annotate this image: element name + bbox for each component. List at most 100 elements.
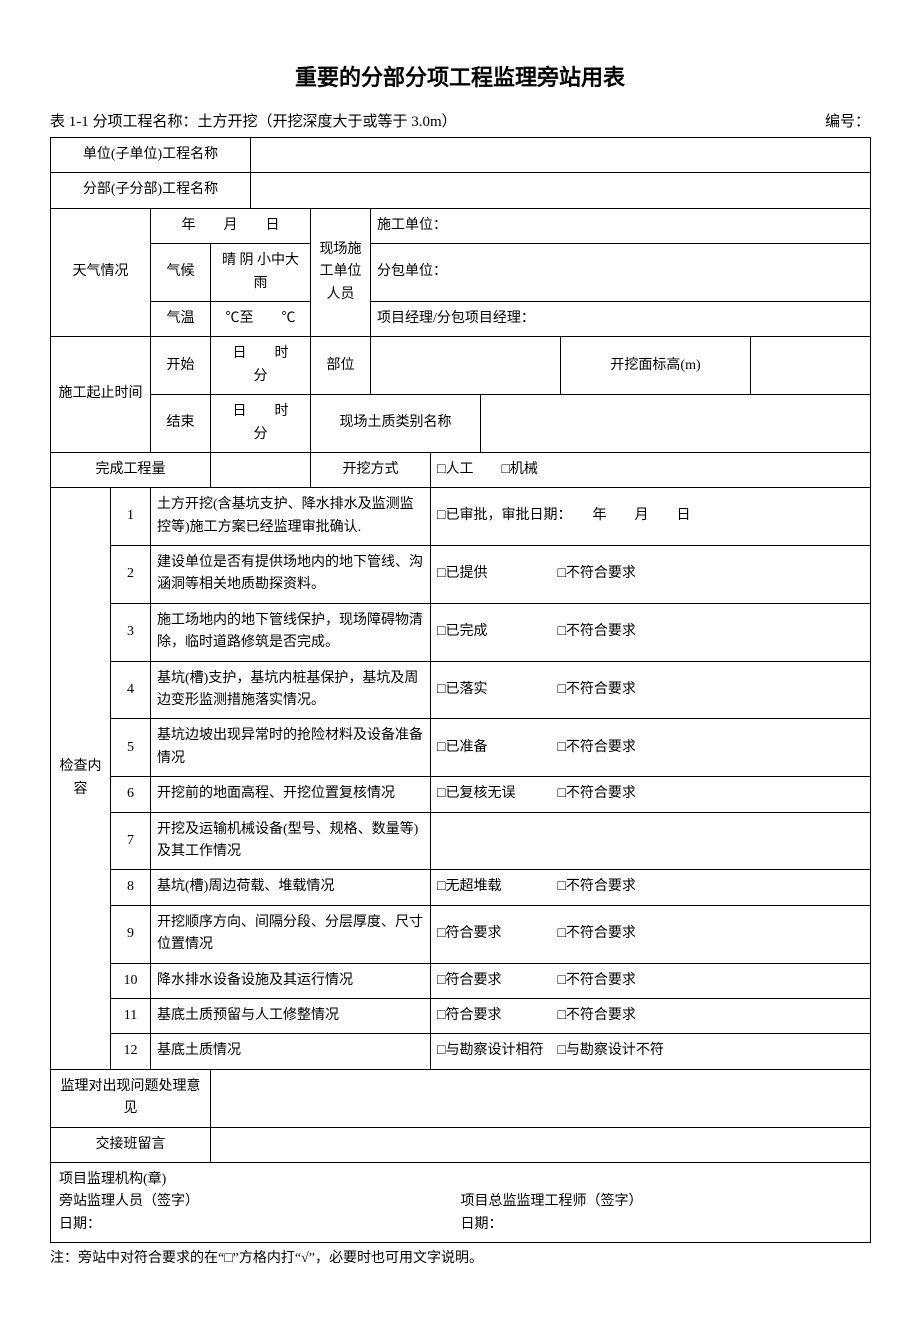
field-begin[interactable]: 日 时 分 — [211, 337, 311, 395]
item-num: 12 — [111, 1034, 151, 1069]
label-weather: 天气情况 — [51, 208, 151, 337]
table-row: 分部(子分部)工程名称 — [51, 173, 871, 208]
item-desc: 土方开挖(含基坑支护、降水排水及监测监控等)施工方案已经监理审批确认. — [151, 488, 431, 546]
table-row: 5 基坑边坡出现异常时的抢险材料及设备准备情况 □已准备 □不符合要求 — [51, 719, 871, 777]
item-result[interactable]: □符合要求 □不符合要求 — [431, 998, 871, 1033]
label-section-name: 分部(子分部)工程名称 — [51, 173, 251, 208]
field-end[interactable]: 日 时 分 — [211, 395, 311, 453]
field-climate[interactable]: 晴 阴 小中大雨 — [211, 244, 311, 302]
item-num: 1 — [111, 488, 151, 546]
field-section-name[interactable] — [251, 173, 871, 208]
item-desc: 开挖及运输机械设备(型号、规格、数量等)及其工作情况 — [151, 812, 431, 870]
table-row: 单位(子单位)工程名称 — [51, 138, 871, 173]
sig-person: 旁站监理人员（签字） — [59, 1191, 461, 1213]
label-qty: 完成工程量 — [51, 452, 211, 487]
label-part: 部位 — [311, 337, 371, 395]
item-desc: 施工场地内的地下管线保护，现场障碍物清除，临时道路修筑是否完成。 — [151, 603, 431, 661]
item-num: 5 — [111, 719, 151, 777]
field-contractor[interactable]: 施工单位： — [371, 208, 871, 243]
footnote: 注：旁站中对符合要求的在“□”方格内打“√”，必要时也可用文字说明。 — [50, 1247, 870, 1267]
form-table: 单位(子单位)工程名称 分部(子分部)工程名称 天气情况 年 月 日 现场施工单… — [50, 137, 871, 1243]
field-pm[interactable]: 项目经理/分包项目经理： — [371, 301, 871, 336]
item-num: 11 — [111, 998, 151, 1033]
table-row: 2 建设单位是否有提供场地内的地下管线、沟涵洞等相关地质勘探资料。 □已提供 □… — [51, 546, 871, 604]
item-num: 7 — [111, 812, 151, 870]
label-elev: 开挖面标高(m) — [561, 337, 751, 395]
item-desc: 基坑(槽)周边荷载、堆载情况 — [151, 870, 431, 905]
label-handover: 交接班留言 — [51, 1127, 211, 1162]
sub-heading: 表 1-1 分项工程名称：土方开挖（开挖深度大于或等于 3.0m） 编号： — [50, 110, 870, 131]
label-climate: 气候 — [151, 244, 211, 302]
item-num: 9 — [111, 905, 151, 963]
item-desc: 基底土质预留与人工修整情况 — [151, 998, 431, 1033]
item-desc: 开挖前的地面高程、开挖位置复核情况 — [151, 777, 431, 812]
label-unit-name: 单位(子单位)工程名称 — [51, 138, 251, 173]
item-num: 8 — [111, 870, 151, 905]
item-desc: 基底土质情况 — [151, 1034, 431, 1069]
item-result[interactable]: □与勘察设计相符 □与勘察设计不符 — [431, 1034, 871, 1069]
table-row: 交接班留言 — [51, 1127, 871, 1162]
table-row: 3 施工场地内的地下管线保护，现场障碍物清除，临时道路修筑是否完成。 □已完成 … — [51, 603, 871, 661]
signature-left: 项目监理机构(章) 旁站监理人员（签字） 日期： — [59, 1169, 461, 1236]
signature-row: 项目监理机构(章) 旁站监理人员（签字） 日期： 项目总监监理工程师（签字） 日… — [51, 1162, 871, 1242]
field-subcontractor[interactable]: 分包单位： — [371, 244, 871, 302]
label-site-staff: 现场施工单位人员 — [311, 208, 371, 337]
table-row: 完成工程量 开挖方式 □人工 □机械 — [51, 452, 871, 487]
sig-chief: 项目总监监理工程师（签字） — [461, 1191, 863, 1213]
item-result[interactable] — [431, 812, 871, 870]
table-number: 表 1-1 分项工程名称：土方开挖（开挖深度大于或等于 3.0m） — [50, 110, 457, 131]
field-date[interactable]: 年 月 日 — [151, 208, 311, 243]
table-row: 监理对出现问题处理意见 — [51, 1069, 871, 1127]
item-num: 3 — [111, 603, 151, 661]
field-elev[interactable] — [751, 337, 871, 395]
table-row: 9 开挖顺序方向、间隔分段、分层厚度、尺寸位置情况 □符合要求 □不符合要求 — [51, 905, 871, 963]
field-qty[interactable] — [211, 452, 311, 487]
field-part[interactable] — [371, 337, 561, 395]
item-desc: 降水排水设备设施及其运行情况 — [151, 963, 431, 998]
table-row: 施工起止时间 开始 日 时 分 部位 开挖面标高(m) — [51, 337, 871, 395]
field-soil[interactable] — [481, 395, 871, 453]
item-result[interactable]: □符合要求 □不符合要求 — [431, 963, 871, 998]
table-row: 11 基底土质预留与人工修整情况 □符合要求 □不符合要求 — [51, 998, 871, 1033]
table-row: 4 基坑(槽)支护，基坑内桩基保护，基坑及周边变形监测措施落实情况。 □已落实 … — [51, 661, 871, 719]
field-handover[interactable] — [211, 1127, 871, 1162]
item-desc: 基坑边坡出现异常时的抢险材料及设备准备情况 — [151, 719, 431, 777]
item-result[interactable]: □符合要求 □不符合要求 — [431, 905, 871, 963]
table-row: 8 基坑(槽)周边荷载、堆载情况 □无超堆载 □不符合要求 — [51, 870, 871, 905]
item-num: 4 — [111, 661, 151, 719]
label-begin: 开始 — [151, 337, 211, 395]
item-result[interactable]: □已复核无误 □不符合要求 — [431, 777, 871, 812]
label-work-time: 施工起止时间 — [51, 337, 151, 453]
signature-right: 项目总监监理工程师（签字） 日期： — [461, 1169, 863, 1236]
item-num: 2 — [111, 546, 151, 604]
table-row: 10 降水排水设备设施及其运行情况 □符合要求 □不符合要求 — [51, 963, 871, 998]
field-issue[interactable] — [211, 1069, 871, 1127]
item-result[interactable]: □已落实 □不符合要求 — [431, 661, 871, 719]
item-result[interactable]: □已完成 □不符合要求 — [431, 603, 871, 661]
table-row: 气温 ℃至 ℃ 项目经理/分包项目经理： — [51, 301, 871, 336]
label-end: 结束 — [151, 395, 211, 453]
table-row: 12 基底土质情况 □与勘察设计相符 □与勘察设计不符 — [51, 1034, 871, 1069]
field-method[interactable]: □人工 □机械 — [431, 452, 871, 487]
sig-date-right: 日期： — [461, 1214, 863, 1236]
item-result[interactable]: □已准备 □不符合要求 — [431, 719, 871, 777]
page-title: 重要的分部分项工程监理旁站用表 — [50, 60, 870, 92]
table-row: 气候 晴 阴 小中大雨 分包单位： — [51, 244, 871, 302]
item-result[interactable]: □已提供 □不符合要求 — [431, 546, 871, 604]
field-unit-name[interactable] — [251, 138, 871, 173]
table-row: 天气情况 年 月 日 现场施工单位人员 施工单位： — [51, 208, 871, 243]
field-temp[interactable]: ℃至 ℃ — [211, 301, 311, 336]
label-method: 开挖方式 — [311, 452, 431, 487]
table-row: 7 开挖及运输机械设备(型号、规格、数量等)及其工作情况 — [51, 812, 871, 870]
label-issue: 监理对出现问题处理意见 — [51, 1069, 211, 1127]
sig-date-left: 日期： — [59, 1214, 461, 1236]
item-num: 6 — [111, 777, 151, 812]
label-check: 检查内容 — [51, 488, 111, 1069]
item-desc: 开挖顺序方向、间隔分段、分层厚度、尺寸位置情况 — [151, 905, 431, 963]
item-result[interactable]: □无超堆载 □不符合要求 — [431, 870, 871, 905]
item-result[interactable]: □已审批，审批日期： 年 月 日 — [431, 488, 871, 546]
table-row: 6 开挖前的地面高程、开挖位置复核情况 □已复核无误 □不符合要求 — [51, 777, 871, 812]
item-num: 10 — [111, 963, 151, 998]
serial-number-label: 编号： — [825, 110, 870, 131]
sig-org: 项目监理机构(章) — [59, 1169, 461, 1191]
